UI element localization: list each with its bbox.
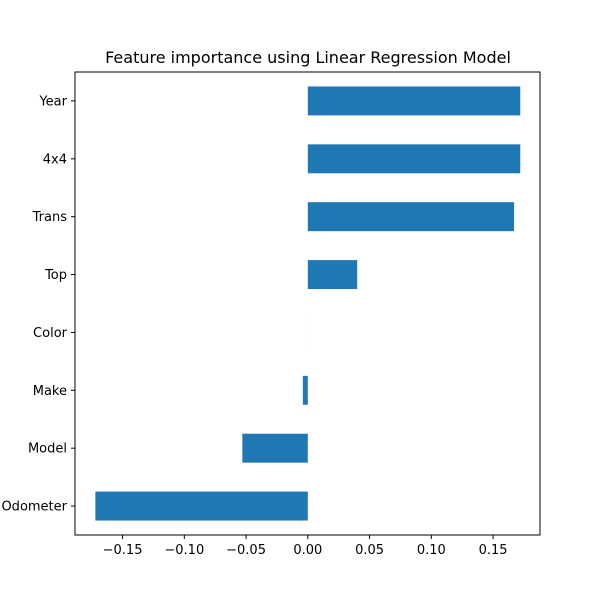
x-tick-label: −0.15: [103, 543, 143, 558]
x-tick-label: 0.05: [355, 543, 384, 558]
chart-title: Feature importance using Linear Regressi…: [105, 48, 511, 67]
y-tick-label: Color: [33, 326, 68, 341]
bar-4x4: [307, 144, 521, 174]
bars-group: [95, 86, 521, 521]
y-tick-label: Top: [44, 268, 67, 283]
y-tick-label: Trans: [32, 210, 68, 225]
x-tick-label: 0.00: [293, 543, 322, 558]
y-axis: Year 4x4 Trans Top Color Make Model Odometer: [1, 94, 75, 515]
y-tick-label: Odometer: [1, 500, 67, 515]
y-tick-label: Make: [33, 384, 67, 399]
bar-year: [307, 86, 521, 116]
bar-model: [242, 433, 308, 463]
plot-frame: [74, 71, 541, 536]
bar-trans: [307, 202, 515, 232]
y-tick-label: Year: [38, 94, 67, 109]
x-axis: −0.15 −0.10 −0.05 0.00 0.05 0.10 0.15: [103, 535, 508, 558]
x-tick-label: −0.10: [164, 543, 204, 558]
bar-odometer: [95, 491, 308, 521]
x-tick-label: −0.05: [226, 543, 266, 558]
y-tick-label: 4x4: [43, 152, 67, 167]
x-tick-label: 0.15: [479, 543, 508, 558]
bar-make: [302, 375, 308, 405]
y-tick-label: Model: [28, 442, 67, 457]
bar-top: [307, 260, 358, 290]
x-tick-label: 0.10: [417, 543, 446, 558]
